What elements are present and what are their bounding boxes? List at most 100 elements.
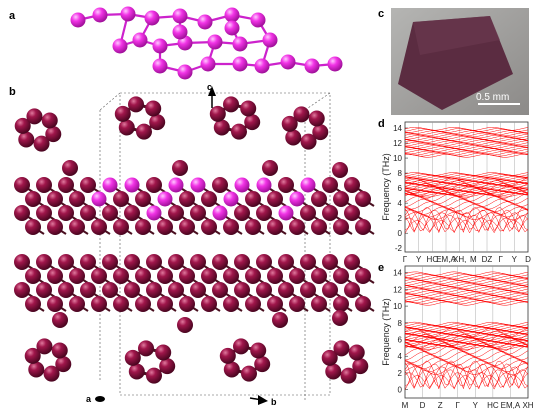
structure-atom — [267, 219, 283, 235]
structure-atom — [33, 135, 50, 152]
highlight-atom — [168, 177, 184, 193]
structure-atom — [14, 282, 30, 298]
structure-atom — [145, 100, 162, 117]
structure-atom — [245, 191, 261, 207]
structure-atom — [157, 296, 173, 312]
structure-atom — [69, 296, 85, 312]
unit-cell-outline — [119, 92, 331, 396]
chain-atom — [152, 58, 168, 74]
structure-atom — [256, 282, 272, 298]
phonon-branch — [404, 176, 529, 181]
phonon-branch — [404, 177, 529, 186]
structure-atom — [234, 254, 250, 270]
structure-atom — [179, 191, 195, 207]
structure-atom — [91, 296, 107, 312]
phonon-branch — [404, 321, 529, 326]
structure-atom — [322, 282, 338, 298]
phonon-branch — [404, 130, 529, 134]
structure-atom — [240, 365, 257, 382]
structure-atom — [58, 282, 74, 298]
highlight-atom — [157, 191, 173, 207]
structure-atom — [25, 268, 41, 284]
panel-label-e: e — [378, 262, 385, 274]
structure-atom — [272, 312, 288, 328]
chain-atom — [152, 38, 168, 54]
structure-atom — [352, 358, 369, 375]
x-tick-label: Γ — [403, 255, 408, 264]
structure-atom — [69, 268, 85, 284]
structure-atom — [179, 268, 195, 284]
phonon-branch — [404, 209, 529, 233]
structure-atom — [209, 105, 226, 122]
structure-atom — [212, 282, 228, 298]
structure-atom — [58, 205, 74, 221]
panel-label-d: d — [378, 118, 385, 130]
phonon-branch — [404, 351, 529, 361]
y-tick-label: 10 — [393, 154, 402, 163]
structure-atom — [355, 191, 371, 207]
phonon-branch — [404, 192, 529, 197]
structure-atom — [18, 131, 35, 148]
y-tick-label: 2 — [398, 369, 403, 378]
structure-atom — [322, 177, 338, 193]
highlight-atom — [223, 191, 239, 207]
structure-atom — [36, 205, 52, 221]
chain-atom — [232, 36, 248, 52]
structure-atom — [58, 254, 74, 270]
structure-atom — [47, 268, 63, 284]
structure-atom — [321, 349, 338, 366]
chain-atom — [250, 12, 266, 28]
phonon-branch — [404, 345, 529, 350]
structure-atom — [149, 114, 166, 131]
highlight-atom — [234, 177, 250, 193]
x-tick-label: Y — [416, 255, 422, 264]
phonon-branch — [404, 357, 529, 367]
structure-atom — [333, 219, 349, 235]
phonon-branch — [404, 344, 529, 349]
chain-atom — [112, 38, 128, 54]
chain-atom — [120, 6, 136, 22]
structure-atom — [256, 254, 272, 270]
phonon-branch — [404, 299, 529, 304]
structure-atom — [340, 367, 357, 384]
chain-atom — [327, 56, 343, 72]
x-tick-label: Γ — [456, 401, 461, 410]
structure-atom — [25, 296, 41, 312]
structure-atom — [43, 365, 60, 382]
structure-atom — [135, 296, 151, 312]
structure-atom — [168, 282, 184, 298]
structure-atom — [135, 268, 151, 284]
structure-atom — [124, 349, 141, 366]
c-axis-arrowhead — [208, 86, 216, 96]
structure-atom — [244, 114, 261, 131]
structure-atom — [124, 205, 140, 221]
highlight-atom — [300, 177, 316, 193]
phonon-branch — [404, 138, 529, 142]
structure-atom — [348, 344, 365, 361]
structure-atom — [102, 254, 118, 270]
structure-atom — [14, 205, 30, 221]
phonon-branch — [404, 337, 529, 342]
phonon-branch — [404, 146, 529, 150]
structure-atom — [146, 254, 162, 270]
phonon-branch — [404, 127, 529, 131]
phonon-branch — [404, 276, 529, 281]
chart-e-phonon-dispersion: 0 2 4 6 8 10 12 14 M D Z Γ Y HC EM,A XH Frequency (THz) — [381, 265, 534, 410]
structure-atom — [267, 296, 283, 312]
structure-atom — [256, 205, 272, 221]
structure-atom — [250, 342, 267, 359]
structure-atom — [91, 219, 107, 235]
structure-atom — [146, 177, 162, 193]
structure-atom — [14, 117, 31, 134]
structure-atom — [146, 282, 162, 298]
structure-atom — [223, 361, 240, 378]
y-axis-label: Frequency (THz) — [381, 298, 391, 366]
structure-atom — [14, 177, 30, 193]
structure-atom — [157, 219, 173, 235]
structure-atom — [177, 317, 193, 333]
highlight-atom — [256, 177, 272, 193]
structure-atom — [62, 160, 78, 176]
structure-atom — [26, 108, 43, 125]
structure-atom — [311, 268, 327, 284]
